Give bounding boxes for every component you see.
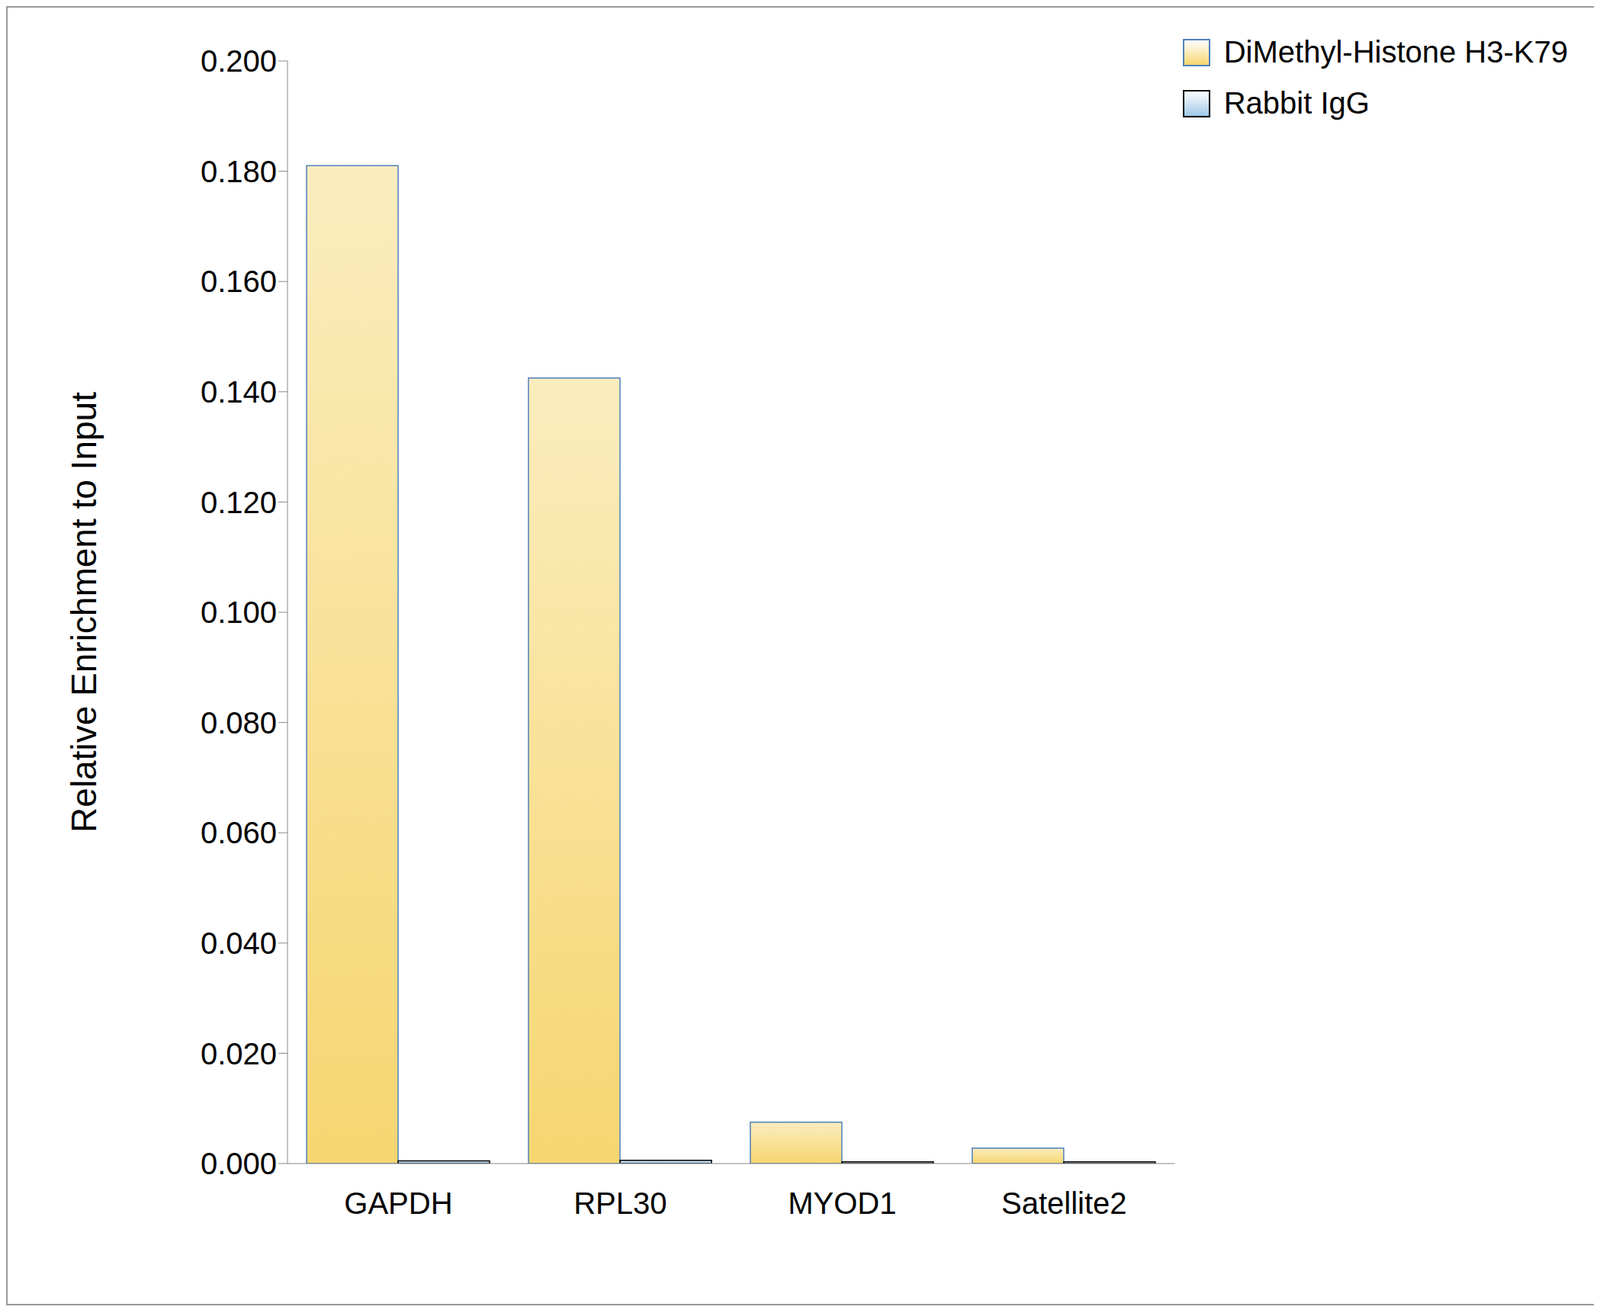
svg-text:RPL30: RPL30 xyxy=(573,1186,667,1221)
svg-text:0.140: 0.140 xyxy=(200,375,277,409)
svg-text:GAPDH: GAPDH xyxy=(343,1186,453,1221)
svg-text:0.100: 0.100 xyxy=(200,595,277,630)
svg-text:0.040: 0.040 xyxy=(200,926,277,961)
svg-text:0.060: 0.060 xyxy=(200,816,277,850)
svg-text:0.120: 0.120 xyxy=(200,485,277,520)
svg-text:0.160: 0.160 xyxy=(200,264,277,299)
svg-text:0.200: 0.200 xyxy=(200,44,277,78)
svg-text:0.080: 0.080 xyxy=(200,706,277,740)
html-text:Rabbit IgG: Rabbit IgG xyxy=(1223,86,1370,120)
svg-text:0.000: 0.000 xyxy=(200,1146,277,1181)
svg-text:Relative Enrichment to Input: Relative Enrichment to Input xyxy=(64,391,104,833)
svg-text:0.180: 0.180 xyxy=(200,154,277,189)
svg-text:Satellite2: Satellite2 xyxy=(1001,1186,1128,1221)
svg-text:0.020: 0.020 xyxy=(200,1037,277,1071)
svg-text:MYOD1: MYOD1 xyxy=(787,1186,897,1221)
html-text:DiMethyl-Histone H3-K79: DiMethyl-Histone H3-K79 xyxy=(1223,35,1568,69)
